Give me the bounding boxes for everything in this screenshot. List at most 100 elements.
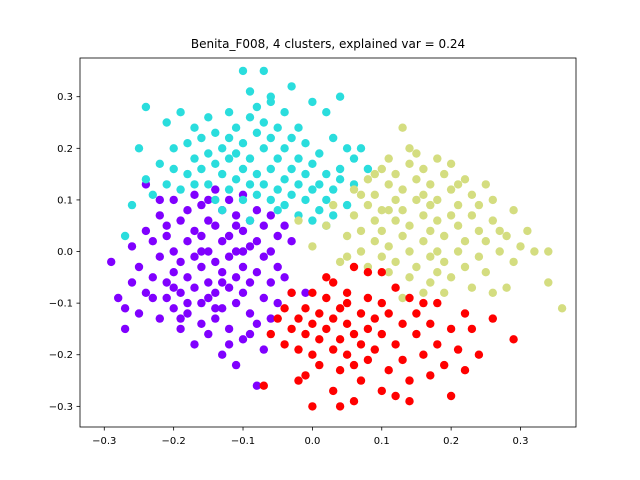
point-cluster-1: [211, 314, 220, 323]
point-cluster-4: [315, 309, 324, 318]
point-cluster-1: [224, 252, 234, 261]
point-cluster-3: [384, 268, 393, 277]
point-cluster-4: [474, 350, 484, 359]
point-cluster-1: [176, 257, 185, 267]
point-cluster-4: [363, 355, 373, 365]
point-cluster-2: [120, 231, 130, 241]
point-cluster-1: [211, 185, 220, 194]
point-cluster-2: [308, 216, 317, 225]
point-cluster-4: [419, 298, 428, 308]
point-cluster-2: [148, 190, 157, 199]
point-cluster-3: [433, 268, 442, 277]
point-cluster-4: [412, 329, 421, 339]
point-cluster-3: [349, 211, 359, 220]
point-cluster-1: [211, 304, 220, 313]
point-cluster-2: [287, 190, 296, 199]
x-axis: −0.3 −0.2 −0.1 0.0 0.1 0.2 0.3: [92, 427, 528, 447]
point-cluster-1: [231, 221, 241, 230]
point-cluster-3: [405, 273, 414, 282]
point-cluster-1: [218, 268, 227, 277]
point-cluster-4: [287, 288, 296, 297]
point-cluster-2: [308, 97, 317, 107]
point-cluster-3: [294, 216, 303, 225]
point-cluster-2: [294, 123, 303, 132]
point-cluster-3: [342, 231, 352, 241]
point-cluster-2: [176, 185, 185, 194]
point-cluster-2: [322, 169, 331, 179]
point-cluster-4: [315, 360, 324, 370]
point-cluster-3: [488, 216, 497, 225]
point-cluster-4: [398, 355, 407, 365]
point-cluster-4: [377, 298, 386, 308]
point-cluster-1: [252, 381, 262, 390]
point-cluster-3: [363, 200, 373, 210]
point-cluster-2: [266, 195, 275, 205]
point-cluster-3: [384, 154, 393, 163]
point-cluster-3: [530, 247, 539, 256]
point-cluster-3: [446, 185, 456, 194]
point-cluster-2: [183, 169, 192, 179]
point-cluster-4: [460, 366, 470, 375]
point-cluster-1: [238, 226, 248, 236]
point-cluster-2: [273, 206, 282, 215]
point-cluster-2: [245, 180, 255, 189]
point-cluster-4: [322, 273, 331, 282]
point-cluster-4: [342, 319, 352, 328]
point-cluster-3: [398, 185, 407, 194]
point-cluster-4: [294, 345, 303, 354]
point-cluster-1: [245, 278, 255, 287]
point-cluster-1: [252, 206, 262, 215]
point-cluster-4: [377, 329, 386, 339]
point-cluster-1: [259, 221, 268, 230]
point-cluster-3: [440, 288, 449, 297]
point-cluster-1: [183, 298, 192, 308]
point-cluster-3: [405, 247, 414, 256]
point-cluster-3: [453, 180, 463, 189]
point-cluster-1: [238, 288, 248, 297]
point-cluster-3: [433, 216, 442, 225]
point-cluster-4: [370, 345, 379, 354]
point-cluster-4: [273, 314, 282, 323]
point-cluster-3: [342, 252, 352, 261]
point-cluster-4: [349, 360, 359, 370]
x-tick-label: 0.3: [513, 436, 529, 447]
point-cluster-4: [301, 329, 310, 339]
point-cluster-1: [224, 283, 234, 292]
point-cluster-1: [169, 268, 178, 277]
point-cluster-3: [516, 242, 525, 251]
point-cluster-4: [363, 324, 373, 334]
point-cluster-1: [211, 221, 220, 230]
point-cluster-1: [259, 293, 268, 303]
x-tick-label: 0.0: [304, 436, 320, 447]
point-cluster-2: [141, 175, 151, 184]
point-cluster-3: [488, 288, 497, 297]
point-cluster-2: [224, 133, 234, 143]
point-cluster-3: [412, 149, 421, 158]
point-cluster-2: [245, 113, 255, 122]
point-cluster-4: [363, 268, 373, 277]
point-cluster-2: [273, 185, 282, 194]
point-cluster-3: [433, 195, 442, 205]
point-cluster-2: [259, 180, 268, 189]
point-cluster-4: [467, 324, 477, 334]
point-cluster-1: [162, 221, 171, 230]
point-cluster-2: [224, 108, 234, 117]
point-cluster-4: [329, 278, 338, 287]
point-cluster-1: [120, 324, 130, 334]
point-cluster-2: [308, 159, 317, 168]
point-cluster-2: [231, 123, 241, 132]
y-tick-label: 0.2: [57, 144, 73, 155]
point-cluster-4: [308, 319, 317, 328]
point-cluster-3: [488, 195, 497, 205]
point-cluster-2: [245, 87, 255, 96]
point-cluster-1: [259, 252, 268, 261]
point-cluster-2: [301, 169, 310, 179]
point-cluster-1: [231, 298, 241, 308]
point-cluster-1: [183, 273, 192, 282]
y-tick-label: −0.1: [49, 299, 73, 310]
point-cluster-3: [405, 159, 414, 168]
point-cluster-2: [238, 66, 248, 76]
x-tick-label: 0.1: [374, 436, 390, 447]
